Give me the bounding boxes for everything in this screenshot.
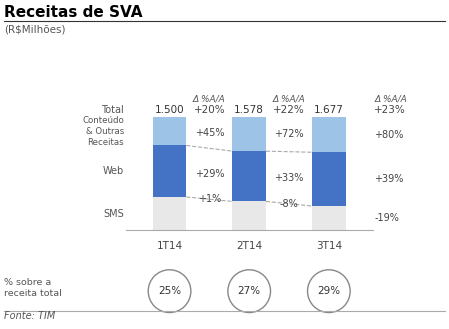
Text: Receitas de SVA: Receitas de SVA (4, 5, 143, 20)
Text: SMS: SMS (103, 209, 124, 218)
Text: +22%: +22% (273, 105, 305, 115)
Bar (233, 117, 266, 151)
Text: Web: Web (103, 166, 124, 176)
Text: 1.578: 1.578 (234, 105, 264, 115)
Text: % sobre a
receita total: % sobre a receita total (4, 278, 62, 298)
Bar (233, 201, 266, 230)
Text: +80%: +80% (374, 130, 404, 140)
Text: 25%: 25% (158, 286, 181, 296)
Text: +39%: +39% (374, 174, 404, 184)
Text: Fonte: TIM: Fonte: TIM (4, 311, 56, 321)
Text: +72%: +72% (274, 129, 304, 139)
Bar (312, 117, 346, 152)
Text: 29%: 29% (317, 286, 340, 296)
Text: Δ %A/A: Δ %A/A (374, 95, 407, 104)
Bar (312, 152, 346, 206)
Text: +45%: +45% (194, 128, 224, 138)
Text: 27%: 27% (238, 286, 261, 296)
Text: +20%: +20% (194, 105, 225, 115)
Bar (153, 117, 186, 145)
Bar (312, 206, 346, 230)
Text: +29%: +29% (194, 169, 224, 179)
Text: Δ %A/A: Δ %A/A (273, 95, 305, 104)
Text: +33%: +33% (274, 173, 304, 183)
Bar (153, 145, 186, 197)
Text: -8%: -8% (280, 199, 299, 209)
Text: +23%: +23% (374, 105, 406, 115)
Text: -19%: -19% (374, 213, 399, 223)
Bar (233, 151, 266, 201)
Text: 1.677: 1.677 (314, 105, 344, 115)
Text: Δ %A/A: Δ %A/A (193, 95, 226, 104)
Text: (R$Milhões): (R$Milhões) (4, 25, 66, 35)
Bar (153, 197, 186, 230)
Text: Conteúdo
& Outras
Receitas: Conteúdo & Outras Receitas (82, 116, 124, 147)
Text: 1.500: 1.500 (155, 105, 185, 115)
Text: +1%: +1% (198, 194, 221, 204)
Text: Total: Total (101, 105, 124, 115)
